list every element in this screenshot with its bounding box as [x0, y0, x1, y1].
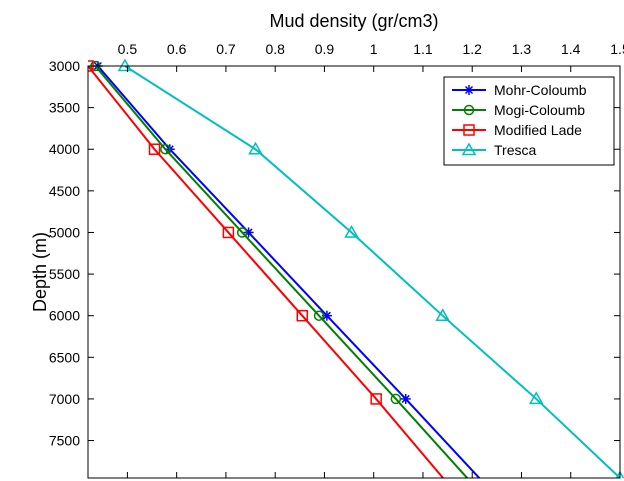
y-tick-label: 4000 — [49, 141, 80, 157]
y-tick-label: 7000 — [49, 391, 80, 407]
x-axis-title: Mud density (gr/cm3) — [269, 11, 438, 31]
legend-marker-1 — [463, 104, 475, 116]
series-line-2 — [88, 65, 445, 478]
x-tick-label: 1.4 — [561, 41, 581, 57]
y-tick-label: 6500 — [49, 349, 80, 365]
y-tick-label: 4500 — [49, 183, 80, 199]
x-tick-label: 0.5 — [118, 41, 138, 57]
legend-marker-3 — [461, 142, 477, 156]
series-point-3 — [615, 470, 624, 478]
series-line-1 — [94, 65, 469, 478]
series-line-0 — [97, 65, 481, 478]
series-point-3 — [248, 141, 263, 155]
series-point-2 — [222, 226, 235, 239]
y-tick-label: 5500 — [49, 266, 80, 282]
legend-marker-2 — [463, 124, 475, 136]
series-point-3 — [435, 308, 450, 321]
series-line-3 — [124, 65, 621, 478]
x-tick-label: 0.9 — [315, 41, 335, 57]
series-point-2 — [370, 393, 382, 405]
series-layer — [88, 58, 624, 478]
y-tick-label: 6000 — [49, 308, 80, 324]
plot-frame — [87, 65, 621, 479]
x-tick-label: 1.2 — [462, 41, 482, 57]
legend-marker-0 — [464, 85, 474, 95]
series-point-0 — [400, 393, 411, 404]
x-tick-label: 1.5 — [610, 41, 624, 57]
legend-label-2: Modified Lade — [494, 122, 582, 138]
y-axis-ticks: 3000 3500 4000 4500 5000 5500 6000 6500 7000 7500 — [49, 58, 620, 449]
y-tick-label: 5000 — [49, 224, 80, 240]
y-tick-label: 3000 — [49, 58, 80, 74]
legend: Mohr-Coloumb Mogi-Coloumb Modified Lade Tre… — [443, 76, 615, 166]
series-point-3 — [344, 224, 359, 238]
series-point-1 — [160, 143, 171, 155]
series-point-1 — [390, 393, 402, 405]
series-point-3 — [528, 391, 544, 405]
series-point-1 — [313, 310, 325, 321]
x-tick-label: 1.1 — [413, 41, 433, 57]
y-tick-label: 7500 — [49, 433, 80, 449]
legend-label-0: Mohr-Coloumb — [494, 82, 587, 98]
series-point-0 — [243, 227, 254, 238]
series-point-1 — [236, 227, 248, 238]
legend-label-3: Tresca — [494, 142, 536, 158]
x-tick-label: 1.3 — [512, 41, 532, 57]
series-point-2 — [148, 143, 161, 155]
x-axis-ticks: 0.5 0.6 0.7 0.8 0.9 1 1.1 1.2 1.3 1.4 1.5 — [118, 41, 624, 478]
x-tick-label: 1 — [370, 41, 378, 57]
x-tick-label: 0.6 — [167, 41, 187, 57]
y-tick-label: 3500 — [49, 100, 80, 116]
y-axis-title: Depth (m) — [30, 232, 50, 312]
x-tick-label: 0.7 — [216, 41, 236, 57]
legend-label-1: Mogi-Coloumb — [494, 102, 585, 118]
series-point-3 — [117, 58, 133, 72]
x-tick-label: 0.8 — [265, 41, 285, 57]
series-point-2 — [296, 309, 309, 322]
